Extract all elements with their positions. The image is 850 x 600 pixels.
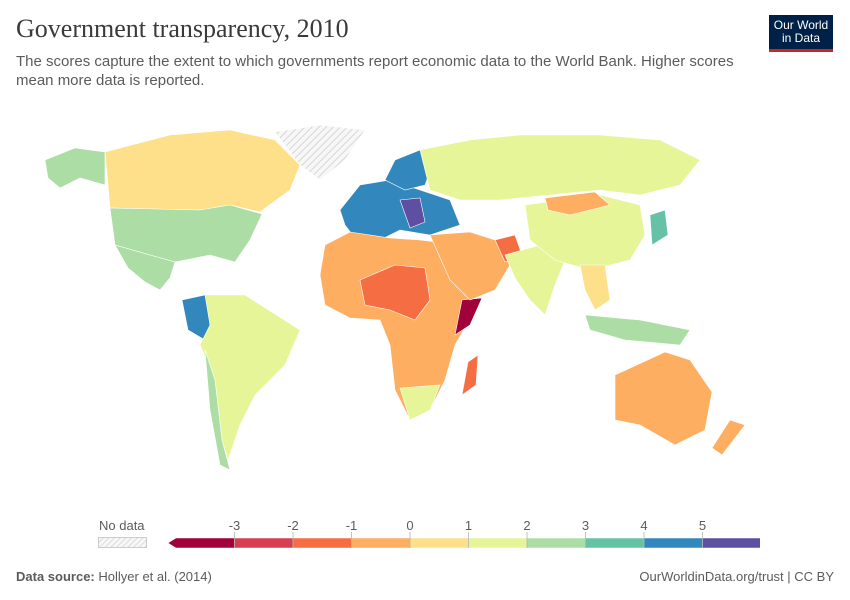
country-mongolia[interactable] — [544, 191, 611, 216]
country-southern-africa[interactable] — [399, 384, 441, 421]
source-label: Data source: — [16, 569, 95, 584]
world-map[interactable] — [0, 110, 850, 510]
legend-tick-label: 1 — [465, 518, 472, 533]
page-title: Government transparency, 2010 — [16, 14, 349, 43]
no-data-label: No data — [99, 518, 145, 533]
color-legend: -3 -2 -1 0 1 2 3 4 5 — [167, 518, 761, 549]
country-madagascar[interactable] — [461, 354, 479, 396]
country-somalia[interactable] — [454, 297, 483, 336]
legend-bin-2[interactable] — [292, 537, 352, 549]
legend-tick-label: -1 — [346, 518, 358, 533]
legend-tick-label: 4 — [640, 518, 647, 533]
legend-tick-label: 3 — [582, 518, 589, 533]
country-greenland[interactable] — [274, 124, 366, 181]
no-data-swatch — [98, 537, 147, 548]
legend-bin-9[interactable] — [702, 537, 761, 549]
logo-line2: in Data — [781, 31, 821, 45]
source-link[interactable]: Hollyer et al. (2014) — [98, 569, 212, 584]
country-alaska[interactable] — [44, 147, 106, 189]
country-southeast-asia[interactable] — [579, 264, 611, 311]
country-china[interactable] — [524, 194, 646, 271]
legend-bin-4[interactable] — [409, 537, 469, 549]
country-balkans[interactable] — [399, 197, 426, 229]
legend-bin-8[interactable] — [643, 537, 703, 549]
country-australia[interactable] — [614, 351, 713, 446]
country-south-america[interactable] — [199, 294, 301, 461]
legend-bin-7[interactable] — [585, 537, 645, 549]
legend-tick-label: -3 — [229, 518, 241, 533]
country-chile[interactable] — [204, 349, 231, 471]
legend-bin-0[interactable] — [167, 537, 235, 549]
owid-logo[interactable]: Our World in Data — [769, 15, 833, 52]
country-japan[interactable] — [649, 209, 669, 246]
country-indonesia[interactable] — [584, 314, 691, 346]
country-new-zealand[interactable] — [711, 419, 746, 456]
legend-bin-5[interactable] — [468, 537, 528, 549]
subtitle: The scores capture the extent to which g… — [16, 53, 734, 89]
country-mexico[interactable] — [114, 244, 176, 291]
country-canada[interactable] — [104, 129, 301, 213]
country-sahel[interactable] — [359, 264, 431, 321]
legend-bin-3[interactable] — [351, 537, 411, 549]
country-middle-east[interactable] — [429, 231, 511, 301]
country-russia[interactable] — [419, 134, 701, 201]
country-africa[interactable] — [319, 231, 476, 421]
legend-tick-label: 2 — [523, 518, 530, 533]
legend-bin-1[interactable] — [234, 537, 294, 549]
license-link[interactable]: OurWorldinData.org/trust | CC BY — [639, 569, 834, 584]
logo-line1: Our World — [773, 18, 829, 32]
data-source: Data source: Hollyer et al. (2014) — [16, 569, 212, 584]
legend-bin-6[interactable] — [526, 537, 586, 549]
legend-tick-label: 5 — [699, 518, 706, 533]
legend-tick-label: 0 — [406, 518, 413, 533]
legend-tick-label: -2 — [287, 518, 299, 533]
